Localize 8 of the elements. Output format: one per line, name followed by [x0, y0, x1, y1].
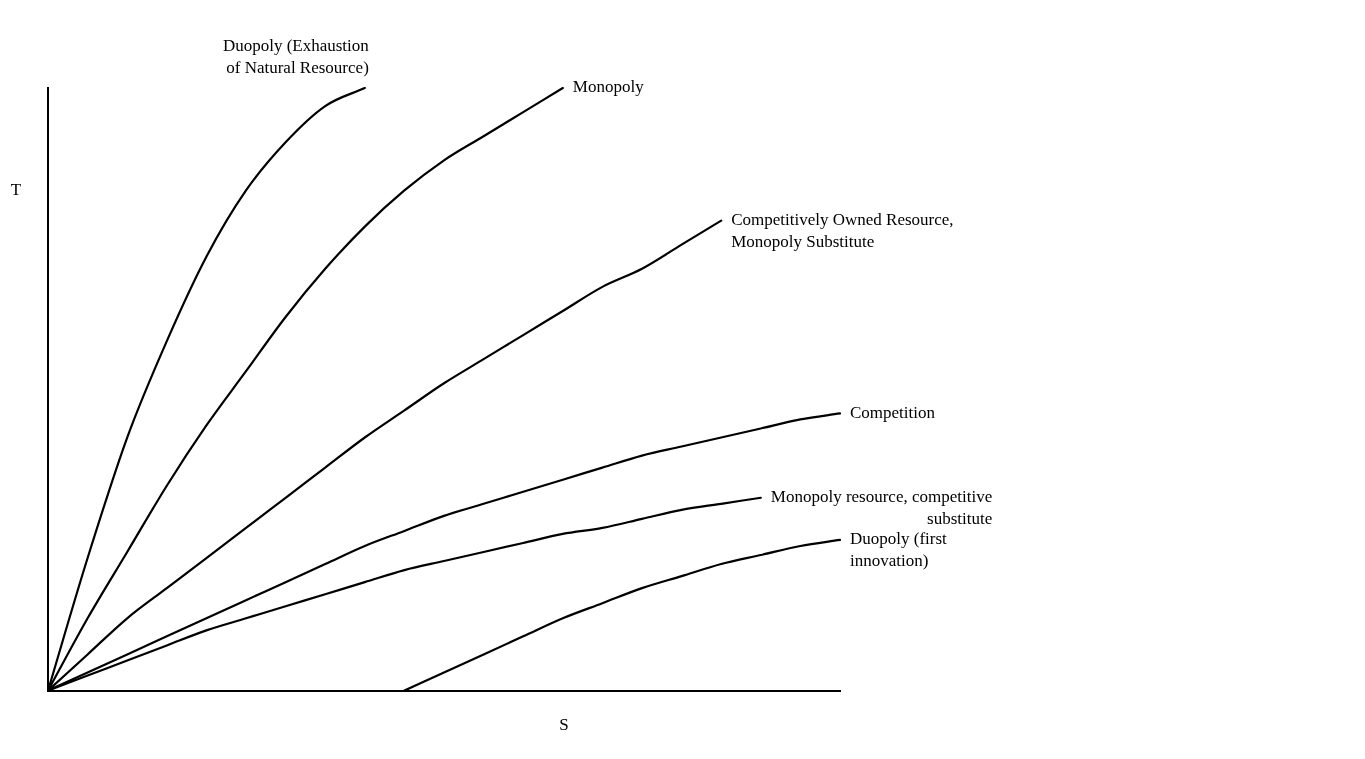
x-axis-title: S [559, 715, 569, 735]
series-label: Duopoly (first innovation) [850, 529, 948, 571]
series-label: Competition [850, 402, 936, 422]
series-label: Monopoly resource, competitive substitute [770, 487, 993, 529]
y-axis-title: T [10, 179, 22, 199]
series-label: Duopoly (Exhaustion of Natural Resource) [222, 36, 370, 78]
series-label: Competitively Owned Resource, Monopoly Substitute [731, 210, 954, 252]
series-label: Monopoly [572, 77, 645, 97]
